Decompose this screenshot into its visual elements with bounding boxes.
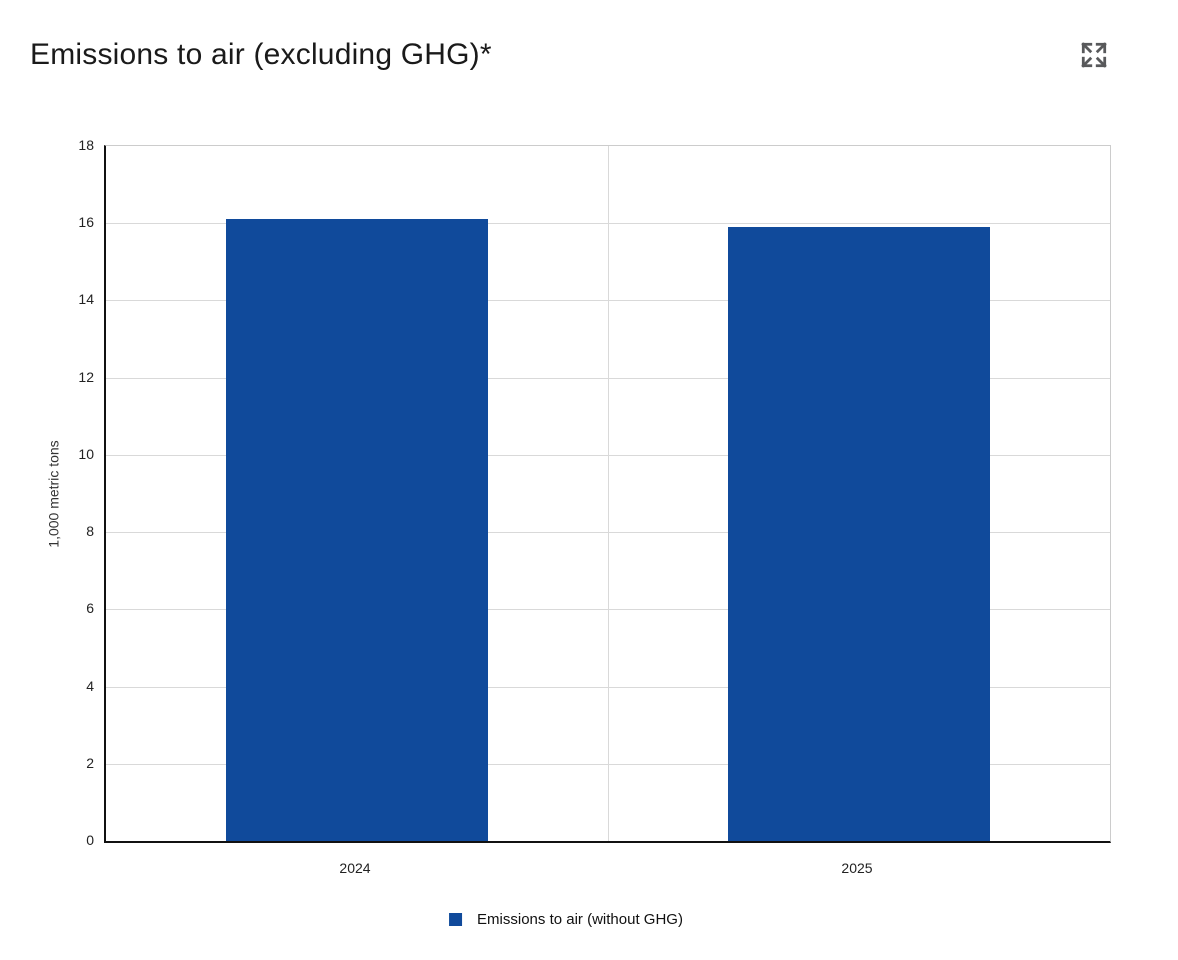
- y-tick-2: 2: [86, 754, 94, 771]
- y-tick-14: 14: [78, 291, 94, 308]
- legend-label[interactable]: Emissions to air (without GHG): [477, 911, 683, 928]
- y-tick-18: 18: [78, 137, 94, 153]
- y-tick-8: 8: [86, 523, 94, 540]
- expand-fullscreen-button[interactable]: [1076, 38, 1112, 74]
- legend: Emissions to air (without GHG): [449, 911, 683, 928]
- y-tick-4: 4: [86, 677, 94, 694]
- legend-swatch[interactable]: [449, 913, 463, 926]
- bar-2025[interactable]: [728, 227, 990, 841]
- plot-area: [104, 145, 1111, 843]
- y-tick-0: 0: [86, 832, 94, 848]
- y-tick-10: 10: [78, 445, 94, 462]
- x-axis-tick-labels: 2024 2025: [104, 860, 1108, 880]
- y-tick-12: 12: [78, 368, 94, 385]
- y-tick-16: 16: [78, 214, 94, 231]
- bar-2024[interactable]: [226, 219, 488, 841]
- y-tick-6: 6: [86, 600, 94, 617]
- y-axis-tick-labels: 0 2 4 6 8 10 12 14 16 18: [0, 137, 94, 848]
- chart-title: Emissions to air (excluding GHG)*: [30, 38, 492, 71]
- x-tick-2024: 2024: [339, 860, 371, 876]
- expand-arrows-icon: [1079, 42, 1109, 73]
- x-tick-2025: 2025: [841, 860, 873, 876]
- gridline-x-divider: [608, 146, 609, 841]
